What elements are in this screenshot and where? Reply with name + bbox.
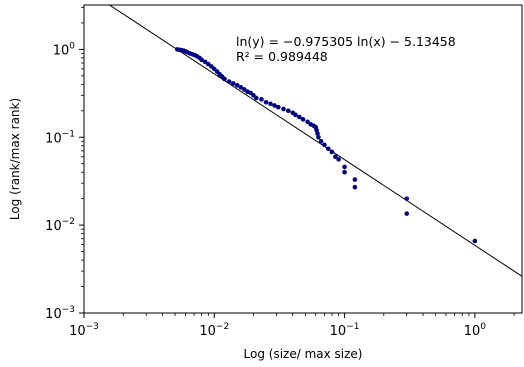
annotation-equation: ln(y) = −0.975305 ln(x) − 5.13458 — [236, 34, 456, 49]
y-axis-label: Log (rank/max rank) — [8, 98, 22, 220]
data-point — [329, 149, 335, 155]
data-point — [352, 184, 358, 190]
data-point — [259, 97, 264, 102]
data-point — [352, 177, 358, 182]
y-tick-label: 10−2 — [45, 217, 75, 234]
data-point — [272, 103, 277, 108]
data-point — [290, 110, 296, 116]
data-point — [322, 142, 327, 148]
y-tick-label: 100 — [53, 41, 76, 58]
data-point — [336, 157, 341, 162]
data-point — [238, 85, 244, 90]
data-point — [305, 119, 310, 125]
y-tick-label: 10−3 — [45, 305, 75, 322]
data-point — [226, 79, 232, 84]
x-tick-label: 100 — [464, 322, 487, 339]
x-tick-label: 10−3 — [69, 322, 99, 339]
plot-frame — [83, 4, 523, 314]
fit-line — [108, 5, 522, 277]
plot-background — [84, 5, 522, 313]
data-point — [318, 138, 324, 144]
data-point — [333, 154, 338, 160]
data-point — [263, 99, 269, 105]
data-point — [231, 81, 236, 86]
x-tick-label: 10−2 — [199, 322, 229, 339]
data-point — [404, 211, 410, 216]
data-point — [404, 196, 410, 201]
data-point — [268, 101, 273, 107]
data-point — [308, 122, 314, 127]
data-point — [316, 134, 321, 140]
data-point — [234, 83, 240, 88]
annotation-r-squared: R² = 0.989448 — [236, 49, 328, 64]
data-point — [245, 89, 250, 94]
data-point — [242, 87, 247, 92]
data-point — [472, 238, 478, 244]
data-point — [342, 164, 347, 170]
data-points-layer — [174, 47, 478, 244]
data-point — [206, 61, 211, 67]
data-point — [281, 106, 286, 112]
data-point — [202, 59, 208, 65]
data-point — [286, 108, 291, 114]
data-point — [300, 117, 306, 122]
data-point — [174, 47, 180, 52]
data-point — [342, 169, 347, 175]
data-point — [276, 104, 281, 110]
data-point — [297, 114, 302, 120]
fit-line-layer — [108, 5, 522, 277]
x-tick-label: 10−1 — [330, 322, 360, 339]
y-tick-label: 10−1 — [45, 129, 75, 146]
x-axis-label: Log (size/ max size) — [244, 347, 363, 361]
data-point — [326, 146, 331, 152]
